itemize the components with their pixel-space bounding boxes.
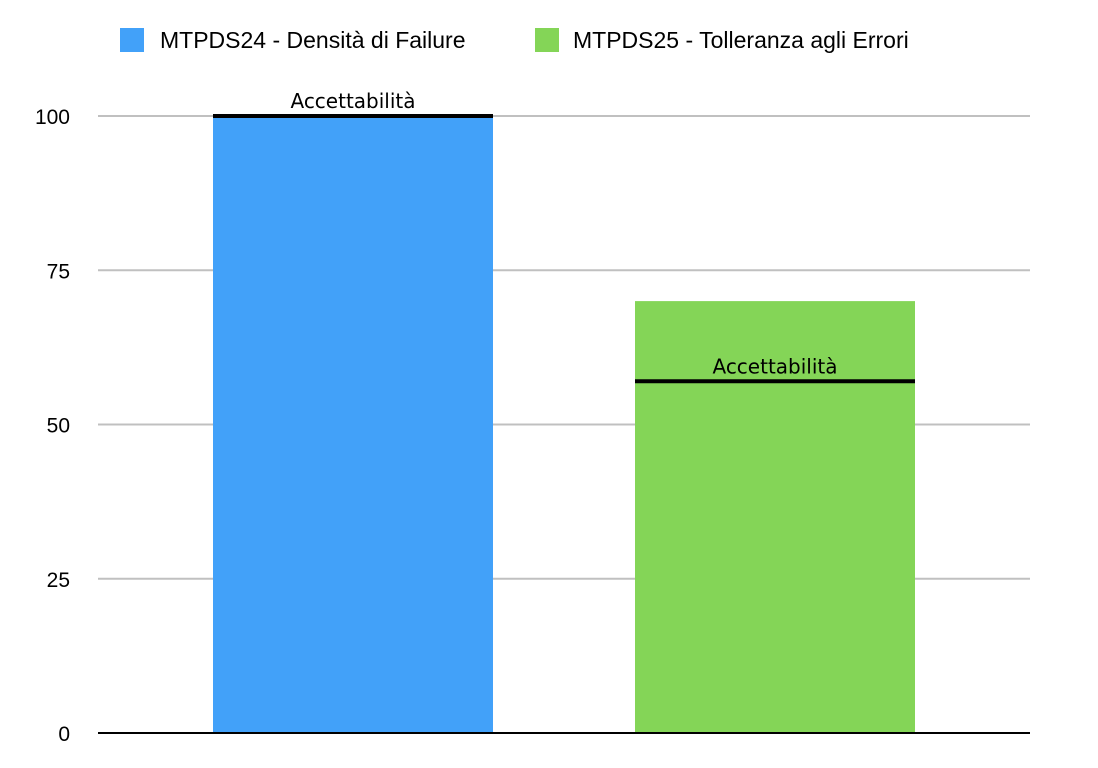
legend: MTPDS24 - Densità di Failure MTPDS25 - To… (120, 27, 909, 53)
acceptability-label: Accettabilità (712, 354, 837, 378)
y-tick-label: 25 (47, 569, 70, 592)
y-tick-label: 50 (47, 415, 70, 438)
bars (213, 116, 915, 733)
legend-label: MTPDS24 - Densità di Failure (160, 27, 466, 53)
legend-label: MTPDS25 - Tolleranza agli Errori (573, 27, 909, 53)
acceptability-label: Accettabilità (290, 89, 415, 113)
legend-swatch (535, 28, 559, 52)
y-axis-ticks: 0 25 50 75 100 (35, 106, 70, 746)
acceptability-annotations: Accettabilità Accettabilità (213, 89, 915, 384)
y-tick-label: 0 (58, 723, 70, 746)
bar-mtpds24 (213, 116, 493, 733)
y-tick-label: 75 (47, 260, 70, 283)
acceptability-marker: Accettabilità (213, 89, 493, 118)
bar-mtpds25 (635, 301, 915, 733)
legend-item: MTPDS24 - Densità di Failure (120, 27, 466, 53)
legend-item: MTPDS25 - Tolleranza agli Errori (535, 27, 909, 53)
legend-swatch (120, 28, 144, 52)
acceptability-marker: Accettabilità (635, 354, 915, 384)
y-tick-label: 100 (35, 106, 70, 129)
